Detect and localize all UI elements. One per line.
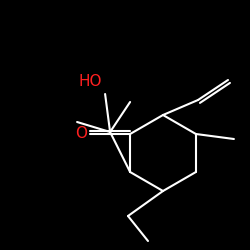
Text: O: O bbox=[75, 126, 87, 142]
Text: HO: HO bbox=[78, 74, 102, 89]
